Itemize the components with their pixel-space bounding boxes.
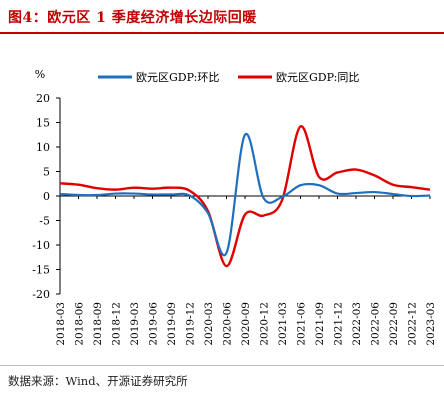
x-tick-label: 2021-03 (277, 302, 289, 346)
legend-item-qoq-label: 欧元区GDP:环比 (136, 71, 219, 84)
chart-axes: % -20 -15 -10 -5 0 5 10 15 20 2018-03 2018-06 2018-0… (32, 68, 437, 346)
chart-title: 图4：欧元区 1 季度经济增长边际回暖 (8, 10, 257, 26)
line-chart: % -20 -15 -10 -5 0 5 10 15 20 2018-03 2018-06 2018-0… (32, 68, 437, 346)
series-line-yoy (59, 125, 431, 268)
x-tick-label: 2020-12 (259, 302, 271, 346)
divider (0, 365, 444, 366)
source-note: 数据来源：Wind、开源证券研究所 (8, 374, 188, 388)
x-tick-label: 2021-09 (314, 302, 326, 346)
chart-legend: 欧元区GDP:环比 欧元区GDP:同比 (98, 71, 359, 84)
x-tick-label: 2019-03 (129, 302, 141, 346)
chart-series (59, 125, 431, 268)
y-axis-unit-label: % (35, 68, 45, 81)
x-tick-label: 2021-12 (333, 302, 345, 346)
x-tick-label: 2020-03 (203, 302, 215, 346)
x-tick-label: 2019-06 (148, 302, 160, 346)
y-tick-label: 20 (36, 92, 50, 105)
x-tick-label: 2018-06 (74, 302, 86, 346)
x-tick-label: 2023-03 (425, 302, 437, 346)
x-tick-label: 2022-09 (388, 302, 400, 346)
x-tick-label: 2019-09 (166, 302, 178, 346)
y-tick-label: 10 (36, 141, 50, 154)
x-tick-label: 2018-03 (55, 302, 67, 346)
x-tick-label: 2021-06 (296, 302, 308, 346)
x-tick-label: 2022-06 (370, 302, 382, 346)
x-tick-label: 2020-06 (222, 302, 234, 346)
y-tick-label: -5 (39, 215, 50, 228)
legend-item-yoy-label: 欧元区GDP:同比 (276, 71, 359, 84)
x-tick-label: 2018-12 (111, 302, 123, 346)
y-tick-label: -15 (32, 264, 50, 277)
series-line-qoq (59, 132, 431, 257)
y-tick-label: 0 (43, 190, 50, 203)
x-tick-label: 2019-12 (185, 302, 197, 346)
x-tick-label: 2018-09 (92, 302, 104, 346)
x-tick-label: 2022-12 (407, 302, 419, 346)
y-tick-label: -10 (32, 239, 50, 252)
title-bar: 图4：欧元区 1 季度经济增长边际回暖 (0, 0, 444, 34)
y-tick-label: 5 (43, 166, 50, 179)
x-tick-label: 2022-03 (351, 302, 363, 346)
y-tick-label: 15 (36, 117, 50, 130)
y-tick-label: -20 (32, 288, 50, 301)
x-tick-label: 2020-09 (240, 302, 252, 346)
